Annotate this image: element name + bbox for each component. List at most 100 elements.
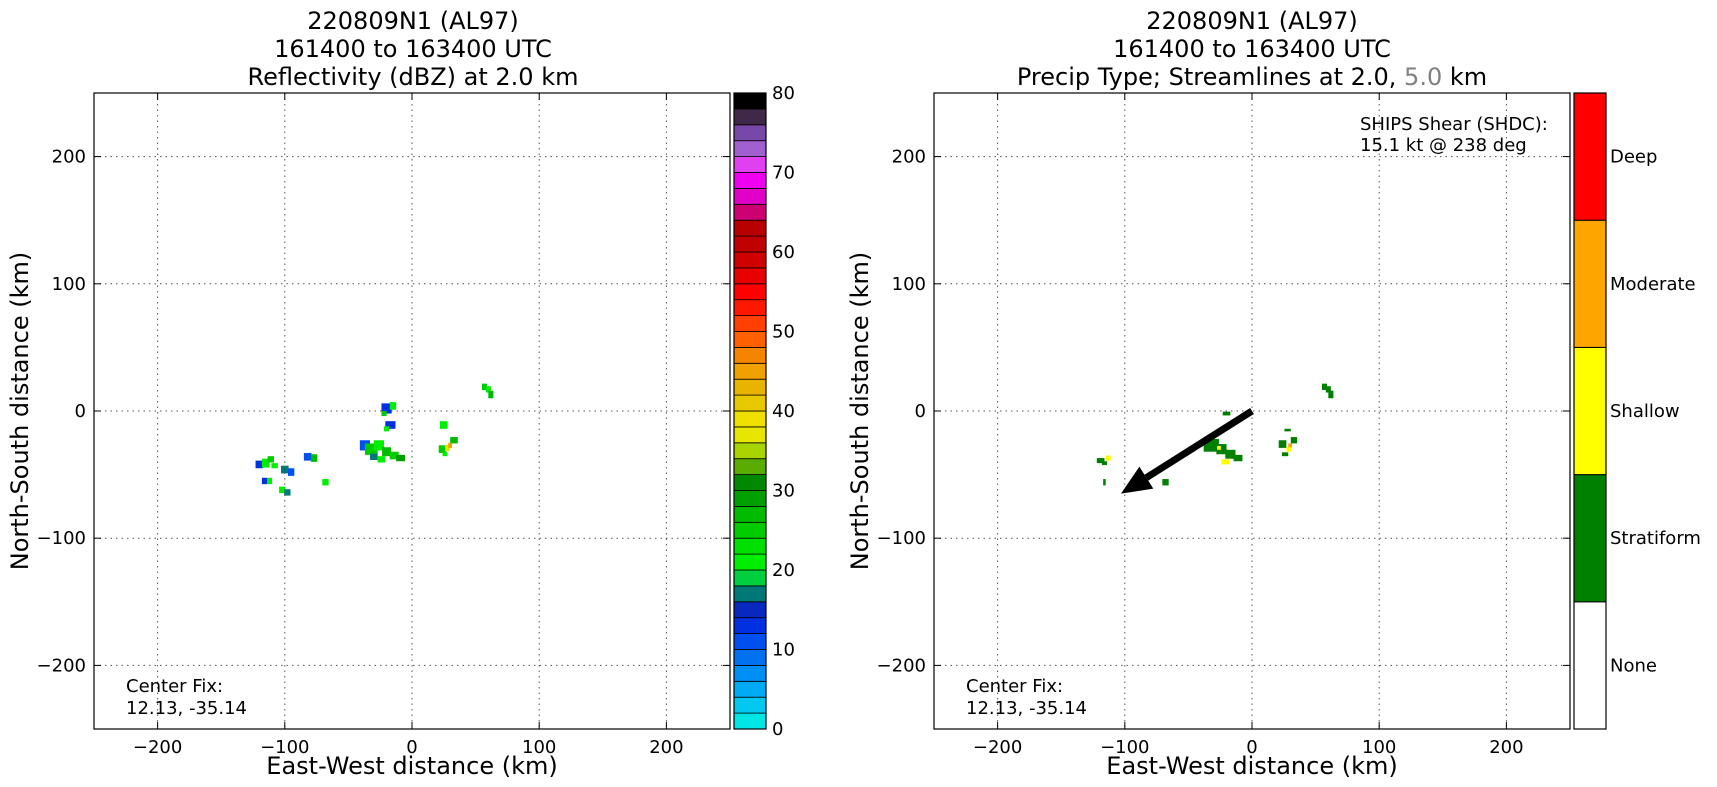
colorbar-swatch xyxy=(733,362,767,380)
echo-cell xyxy=(1278,440,1287,448)
echo-cell xyxy=(271,463,278,469)
colorbar-category-swatch xyxy=(1573,474,1607,603)
colorbar-swatch xyxy=(733,680,767,698)
echo-cell xyxy=(485,386,491,393)
y-tick-label: −100 xyxy=(877,528,926,549)
echo-cell xyxy=(1105,455,1111,461)
colorbar-swatch xyxy=(733,172,767,189)
colorbar-swatch xyxy=(733,521,767,539)
precip-title-line2: 161400 to 163400 UTC xyxy=(1113,35,1391,63)
echo-cell xyxy=(280,465,289,474)
colorbar-swatch xyxy=(733,203,767,221)
echo-cell xyxy=(481,383,488,391)
echo-cell xyxy=(1321,383,1328,391)
echo-cell xyxy=(1290,437,1298,444)
reflectivity-center-fix-value: 12.13, -35.14 xyxy=(126,698,247,719)
colorbar-category-swatch xyxy=(1573,601,1607,730)
colorbar-swatch xyxy=(733,696,767,714)
echo-cell xyxy=(377,456,386,463)
colorbar-category-swatch xyxy=(1573,346,1607,476)
colorbar-tick-label: 50 xyxy=(772,322,795,343)
precip-title-part-1: Precip Type; Streamlines at 2.0, xyxy=(1017,63,1404,91)
colorbar-category-label: Deep xyxy=(1610,147,1657,168)
colorbar-category-label: Moderate xyxy=(1610,274,1696,295)
colorbar-category-swatch xyxy=(1573,219,1607,348)
colorbar-swatch xyxy=(733,553,767,571)
y-tick-label: 100 xyxy=(892,274,926,295)
colorbar-swatch xyxy=(733,569,767,587)
colorbar-tick-label: 70 xyxy=(772,163,795,184)
colorbar-swatch xyxy=(733,235,767,253)
colorbar-swatch xyxy=(733,315,767,332)
echo-cell xyxy=(382,447,392,457)
echo-cell xyxy=(261,477,267,485)
echo-cell xyxy=(438,445,447,453)
echo-cell xyxy=(389,402,397,410)
colorbar-tick-label: 60 xyxy=(772,242,795,263)
echo-cell xyxy=(284,489,291,496)
x-tick-label: −200 xyxy=(973,737,1022,758)
colorbar-swatch xyxy=(733,426,767,444)
colorbar-swatch xyxy=(733,474,767,491)
reflectivity-echo-cells xyxy=(255,383,494,496)
precip-x-ticks: −200 −100 0 100 200 xyxy=(973,93,1524,758)
colorbar-swatch xyxy=(733,187,767,205)
echo-cell xyxy=(396,454,406,462)
echo-cell xyxy=(279,486,286,494)
y-tick-label: −100 xyxy=(37,528,86,549)
echo-cell xyxy=(1288,443,1293,448)
shear-value: 15.1 kt @ 238 deg xyxy=(1360,135,1527,156)
reflectivity-colorbar-frame xyxy=(733,92,767,730)
echo-cell xyxy=(1216,444,1227,455)
colorbar-swatch xyxy=(733,378,767,396)
precip-title-part-3: km xyxy=(1442,63,1487,91)
echo-cell xyxy=(1284,428,1291,432)
x-tick-label: 100 xyxy=(1362,737,1396,758)
y-tick-label: 100 xyxy=(52,274,86,295)
echo-cell xyxy=(439,421,448,429)
echo-cell xyxy=(1103,479,1106,486)
echo-cell xyxy=(1233,454,1243,462)
reflectivity-center-fix-label: Center Fix: xyxy=(126,676,223,697)
precip-colorbar-frame xyxy=(1573,92,1607,730)
echo-cell xyxy=(266,477,273,485)
precip-y-ticks: −200 −100 0 100 200 xyxy=(877,147,1570,676)
echo-cell xyxy=(1221,459,1230,465)
shear-label: SHIPS Shear (SHDC): xyxy=(1360,114,1548,135)
echo-cell xyxy=(287,468,295,476)
colorbar-swatch xyxy=(733,331,767,348)
echo-cell xyxy=(322,479,329,486)
colorbar-tick-label: 20 xyxy=(772,560,795,581)
shear-arrow-head xyxy=(1120,466,1154,494)
colorbar-swatch xyxy=(733,458,767,476)
reflectivity-panel: 220809N1 (AL97) 161400 to 163400 UTC Ref… xyxy=(6,7,795,780)
colorbar-swatch xyxy=(733,346,767,364)
reflectivity-y-axis-label: North-South distance (km) xyxy=(6,252,34,571)
colorbar-swatch xyxy=(733,251,767,269)
echo-cell xyxy=(267,456,274,463)
precip-type-colorbar: None Stratiform Shallow Moderate Deep xyxy=(1573,92,1701,730)
precip-title-part-2: 5.0 xyxy=(1404,63,1442,91)
x-tick-label: −100 xyxy=(1100,737,1149,758)
colorbar-swatch xyxy=(733,537,767,555)
colorbar-tick-label: 40 xyxy=(772,401,795,422)
precip-y-axis-label: North-South distance (km) xyxy=(846,252,874,571)
colorbar-category-swatch xyxy=(1573,92,1607,221)
reflectivity-grid xyxy=(94,93,730,729)
colorbar-swatch xyxy=(733,219,767,237)
x-tick-label: −200 xyxy=(133,737,182,758)
colorbar-swatch xyxy=(733,665,767,682)
reflectivity-title-line2: 161400 to 163400 UTC xyxy=(274,35,552,63)
precip-center-fix-label: Center Fix: xyxy=(966,676,1063,697)
colorbar-swatch xyxy=(733,394,767,412)
y-tick-label: −200 xyxy=(37,655,86,676)
x-tick-label: 0 xyxy=(1246,737,1257,758)
echo-cell xyxy=(1101,461,1107,466)
x-tick-label: 200 xyxy=(1489,737,1523,758)
y-tick-label: 0 xyxy=(75,401,86,422)
echo-cell xyxy=(488,390,494,399)
colorbar-swatch xyxy=(733,92,767,110)
echo-cell xyxy=(1217,445,1221,450)
reflectivity-plot-frame xyxy=(93,92,731,730)
